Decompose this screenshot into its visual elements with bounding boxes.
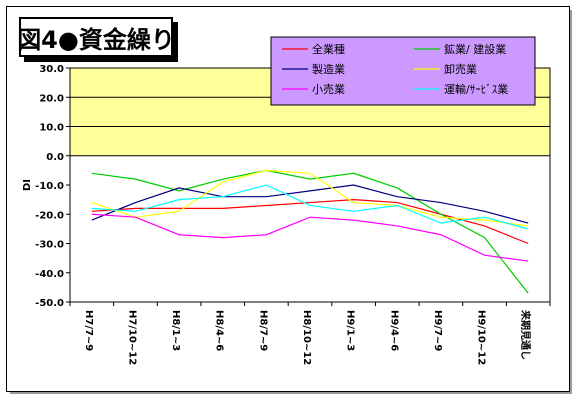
x-axis: H7/7~9 H7/10~12 H8/1~3 H8/4~6 H8/7~9 H8/10~12… <box>69 302 551 365</box>
legend-label: 運輸/ｻｰﾋﾞｽ業 <box>444 82 508 96</box>
x-tick-label: H8/4~6 <box>214 310 225 351</box>
x-tick-label: H9/1~3 <box>345 310 356 351</box>
series-line <box>91 169 529 227</box>
plot-area-lower <box>70 156 550 302</box>
y-tick-label: -30.0 <box>35 240 64 251</box>
y-tick-label: -20.0 <box>35 210 64 221</box>
series-line <box>91 213 529 262</box>
series-line <box>91 184 529 230</box>
x-tick-label: H8/1~3 <box>170 310 181 351</box>
legend-label: 製造業 <box>312 62 345 76</box>
x-tick-label: H7/7~9 <box>83 310 94 351</box>
x-tick-label: H8/10~12 <box>301 310 312 365</box>
y-axis: 30.0 20.0 10.0 0.0 -10.0 -20.0 -30.0 -40.0 -50.0 <box>35 64 70 309</box>
x-tick-label: H9/10~12 <box>476 310 487 365</box>
series-line <box>91 169 529 294</box>
y-tick-label: 10.0 <box>39 123 64 134</box>
legend-label: 全業種 <box>312 42 345 56</box>
chart-title: 図4●資金繰り <box>17 17 175 57</box>
y-tick-label: -50.0 <box>35 298 64 309</box>
legend-label: 卸売業 <box>444 62 477 76</box>
x-tick-label: 来期見通し <box>519 309 532 360</box>
legend-box <box>270 36 536 106</box>
series-line <box>91 184 529 224</box>
x-tick-label: H9/7~9 <box>432 310 443 351</box>
legend-label: 鉱業/ 建設業 <box>444 42 506 56</box>
x-tick-label: H7/10~12 <box>126 310 137 365</box>
y-tick-label: 20.0 <box>39 93 64 104</box>
y-tick-label: 30.0 <box>39 64 64 75</box>
y-tick-label: -10.0 <box>35 181 64 192</box>
y-axis-label: DI <box>22 179 33 191</box>
x-tick-label: H9/4~6 <box>388 310 399 351</box>
y-tick-label: 0.0 <box>46 152 64 163</box>
legend-label: 小売業 <box>312 83 345 96</box>
y-tick-label: -40.0 <box>35 269 64 280</box>
x-tick-label: H8/7~9 <box>257 310 268 351</box>
series-lines <box>91 169 529 294</box>
